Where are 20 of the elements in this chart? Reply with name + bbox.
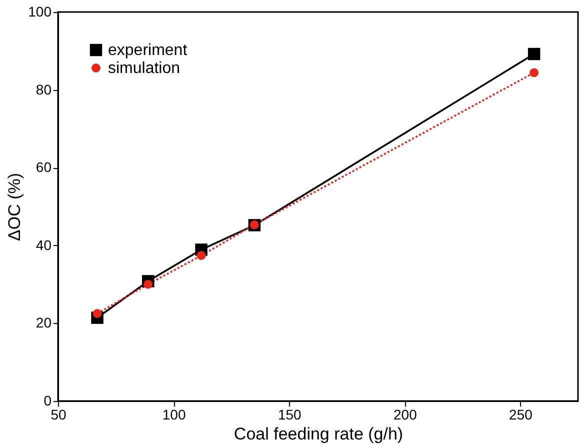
x-tick-label: 100	[162, 406, 186, 422]
legend-label: simulation	[108, 60, 180, 77]
y-tick-label: 60	[36, 159, 52, 176]
x-tick-label: 250	[509, 406, 533, 422]
y-tick-label: 0	[44, 392, 52, 408]
y-tick-label: 80	[36, 81, 52, 98]
point	[144, 280, 153, 289]
y-tick-label: 20	[36, 314, 52, 331]
x-tick-label: 200	[393, 406, 418, 422]
point	[92, 309, 102, 318]
legend-label: experiment	[108, 42, 188, 59]
x-tick-label: 150	[278, 406, 302, 422]
x-tick-label: 50	[50, 406, 66, 422]
point	[528, 48, 540, 60]
y-tick-label: 40	[36, 236, 52, 253]
y-tick-label: 100	[28, 4, 52, 20]
point	[196, 251, 206, 260]
y-axis-title: ΔOC (%)	[5, 172, 24, 242]
point	[530, 68, 539, 78]
x-axis-title: Coal feeding rate (g/h)	[234, 424, 404, 444]
